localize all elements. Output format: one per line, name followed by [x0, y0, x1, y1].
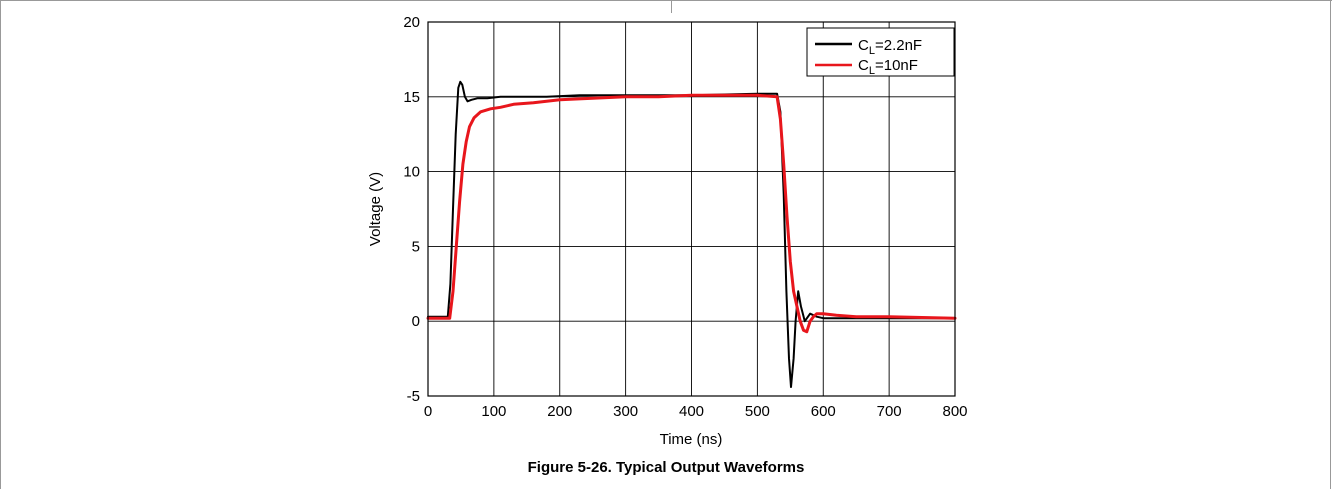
y-tick-label: 15: [403, 89, 420, 106]
x-tick-label: 700: [877, 403, 902, 420]
x-tick-label: 500: [745, 403, 770, 420]
series-line-cl-10nf: [426, 93, 957, 334]
legend: CL=2.2nF CL=10nF: [806, 27, 955, 77]
top-divider-tick: [671, 0, 672, 13]
x-tick-label: 800: [942, 403, 967, 420]
x-tick-label: 300: [613, 403, 638, 420]
legend-label-cl-10nf: CL=10nF: [858, 57, 918, 77]
figure-caption: Figure 5-26. Typical Output Waveforms: [527, 459, 805, 476]
y-axis-title: Voltage (V): [367, 172, 384, 246]
legend-label-cl-2-2nf: CL=2.2nF: [858, 37, 922, 57]
x-tick-label: 200: [547, 403, 572, 420]
top-rule: [0, 0, 1332, 1]
series-lines: [426, 80, 957, 388]
x-tick-label: 100: [481, 403, 506, 420]
x-tick-label: 0: [424, 403, 432, 420]
y-tick-label: 0: [412, 313, 420, 330]
x-tick-label: 600: [811, 403, 836, 420]
x-axis-title: Time (ns): [660, 431, 723, 448]
y-tick-label: 10: [403, 164, 420, 181]
grid-lines: [427, 21, 956, 397]
x-tick-label: 400: [679, 403, 704, 420]
plot-frame: [427, 21, 956, 397]
y-tick-label: -5: [407, 388, 420, 405]
y-tick-label: 20: [403, 14, 420, 31]
y-tick-label: 5: [412, 238, 420, 255]
legend-box: [806, 27, 955, 77]
